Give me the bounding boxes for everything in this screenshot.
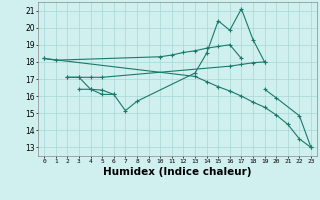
X-axis label: Humidex (Indice chaleur): Humidex (Indice chaleur) <box>103 167 252 177</box>
